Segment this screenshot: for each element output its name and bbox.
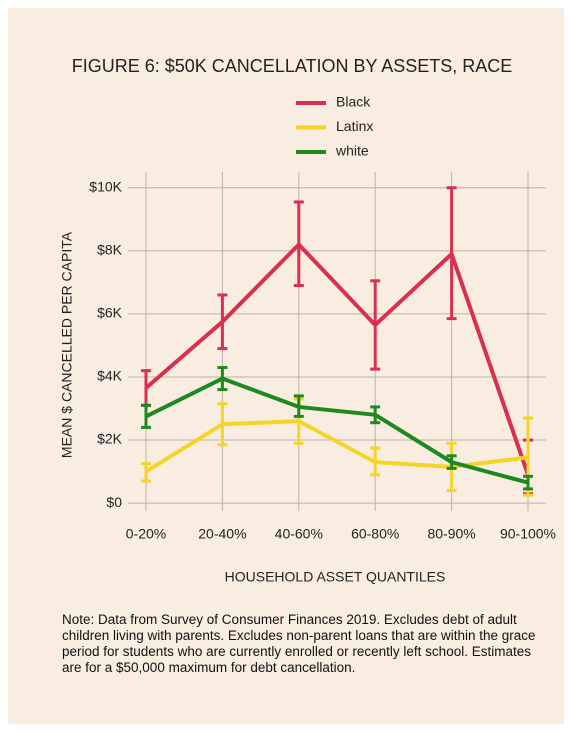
x-tick-label: 80-90% bbox=[427, 526, 475, 542]
x-tick-label: 40-60% bbox=[275, 526, 323, 542]
y-tick-label: $10K bbox=[89, 178, 122, 194]
y-tick-label: $6K bbox=[97, 305, 123, 321]
x-tick-label: 90-100% bbox=[500, 526, 556, 542]
panel bbox=[8, 8, 564, 724]
note: Note: Data from Survey of Consumer Finan… bbox=[62, 612, 536, 675]
series-line bbox=[144, 419, 529, 474]
series-line bbox=[145, 376, 529, 485]
x-tick-label: 20-40% bbox=[198, 526, 246, 542]
series-line bbox=[144, 242, 530, 476]
x-tick-label: 0-20% bbox=[126, 526, 166, 542]
y-tick-label: $0 bbox=[106, 494, 122, 510]
legend-label: white bbox=[335, 143, 369, 159]
y-tick-label: $2K bbox=[97, 431, 123, 447]
chart-title: FIGURE 6: $50K CANCELLATION BY ASSETS, R… bbox=[72, 56, 512, 76]
y-axis-title: MEAN $ CANCELLED PER CAPITA bbox=[59, 231, 75, 458]
legend-label: Latinx bbox=[336, 118, 373, 134]
x-tick-label: 60-80% bbox=[351, 526, 399, 542]
y-tick-label: $8K bbox=[97, 242, 123, 258]
x-axis-title: HOUSEHOLD ASSET QUANTILES bbox=[225, 569, 446, 585]
legend-label: Black bbox=[336, 94, 371, 110]
y-tick-label: $4K bbox=[97, 368, 123, 384]
